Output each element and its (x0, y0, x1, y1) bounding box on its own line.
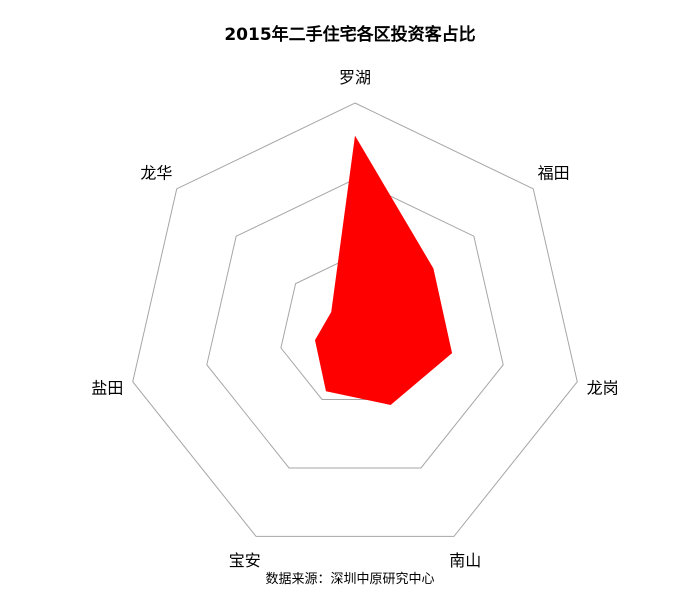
axis-label: 龙华 (140, 164, 172, 183)
chart-title: 2015年二手住宅各区投资客占比 (224, 25, 476, 45)
axis-label: 南山 (449, 551, 481, 570)
grid-ring-2 (206, 178, 504, 469)
axis-label: 盐田 (91, 379, 123, 398)
axis-label: 罗湖 (339, 68, 371, 87)
axis-label: 宝安 (229, 551, 261, 570)
axis-label: 龙岗 (587, 379, 619, 398)
axis-label: 福田 (538, 164, 570, 183)
grid-ring-3 (132, 102, 578, 537)
source-note: 数据来源：深圳中原研究中心 (265, 572, 435, 587)
data-area (314, 135, 453, 405)
